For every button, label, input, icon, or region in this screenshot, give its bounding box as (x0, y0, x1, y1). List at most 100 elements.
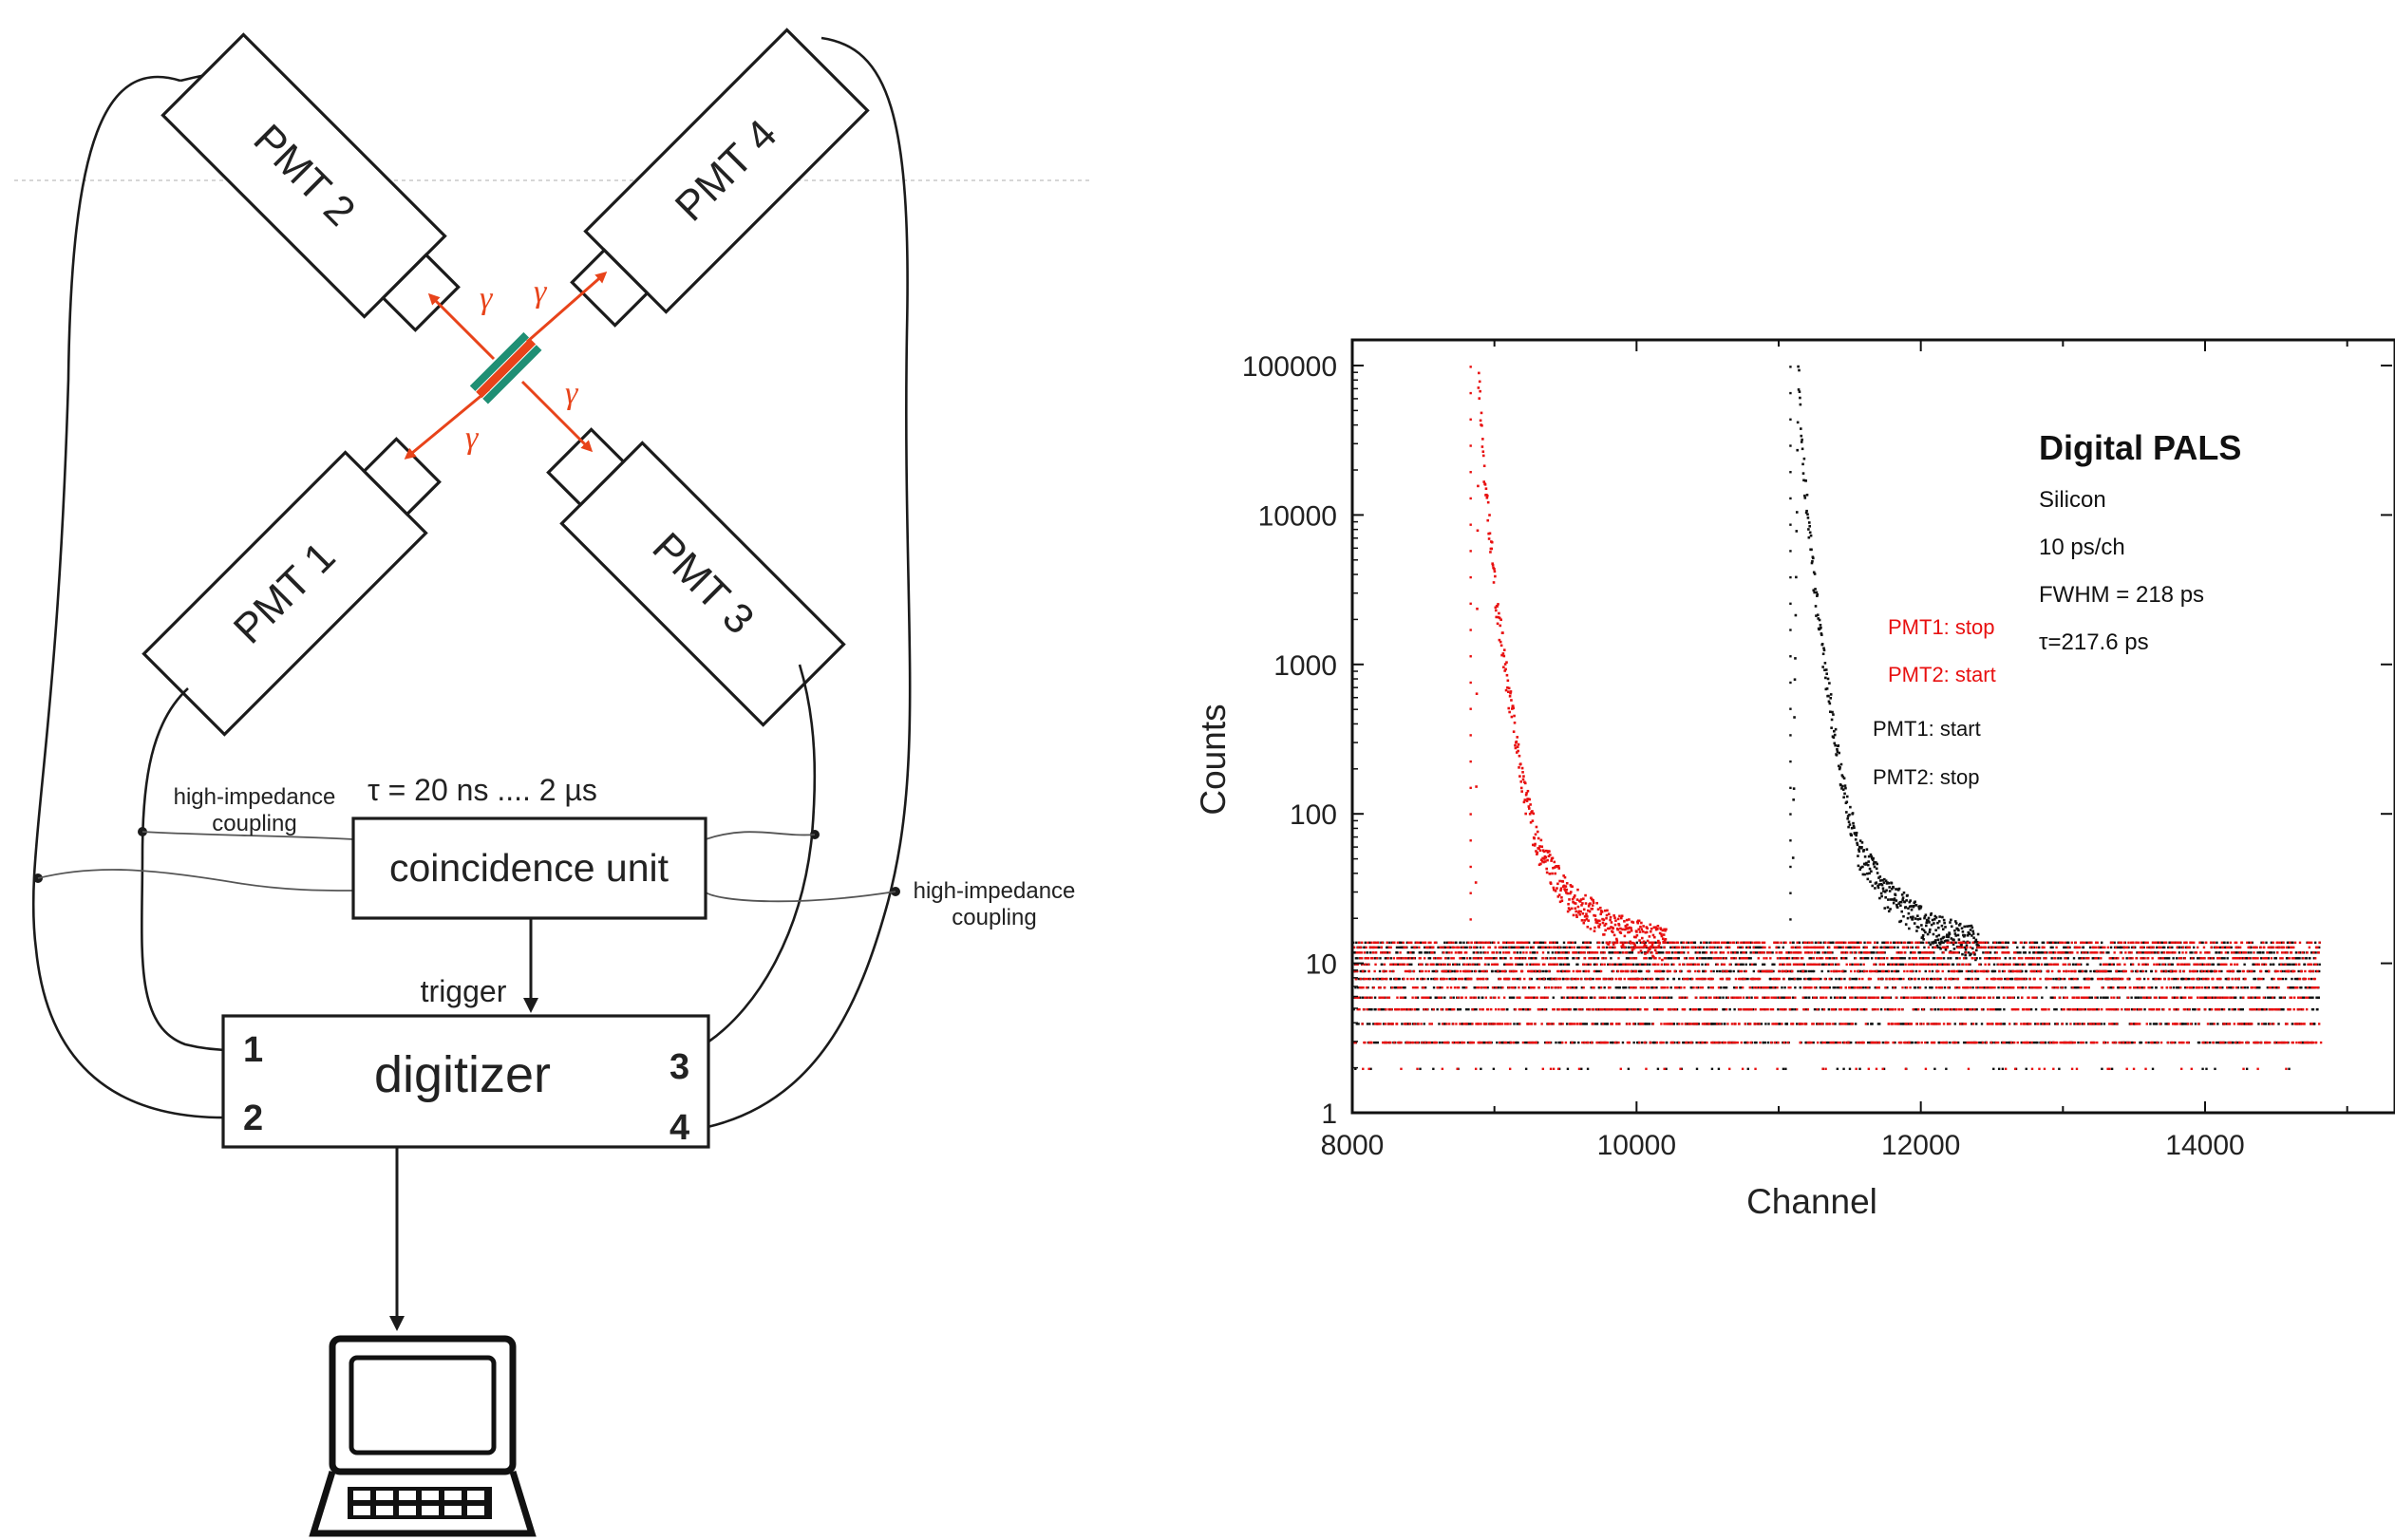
scatter-point (2134, 946, 2137, 949)
scatter-point (1369, 957, 1373, 960)
scatter-point (1410, 957, 1414, 960)
scatter-point (1999, 941, 2002, 944)
scatter-point (1482, 986, 1486, 989)
scatter-point (1427, 946, 1430, 949)
scatter-point (1519, 963, 1522, 966)
scatter-point (1774, 986, 1777, 989)
scatter-point (1385, 1007, 1387, 1011)
scatter-point (1940, 941, 1944, 944)
scatter-point (1705, 1023, 1708, 1025)
scatter-point (2077, 1041, 2080, 1044)
scatter-point (2264, 969, 2268, 973)
scatter-point (2019, 951, 2022, 954)
scatter-point (1566, 892, 1569, 895)
scatter-point (1385, 969, 1387, 973)
scatter-point (1451, 977, 1454, 981)
scatter-point (1805, 509, 1808, 513)
scatter-point (2226, 951, 2230, 954)
scatter-point (1421, 969, 1424, 973)
scatter-point (1924, 969, 1927, 973)
scatter-point (1715, 969, 1719, 973)
scatter-point (1732, 986, 1736, 989)
scatter-point (2240, 1007, 2243, 1011)
scatter-point (1489, 957, 1492, 960)
scatter-point (1910, 1041, 1913, 1044)
scatter-point (1492, 951, 1496, 954)
scatter-point (1994, 946, 1997, 949)
scatter-point (1524, 812, 1527, 816)
scatter-point (1391, 941, 1395, 944)
scatter-point (1498, 611, 1500, 615)
scatter-point (1508, 969, 1512, 973)
scatter-point (2291, 941, 2294, 944)
scatter-point (1816, 592, 1820, 596)
scatter-point (2247, 941, 2251, 944)
scatter-point (2103, 1023, 2106, 1025)
scatter-point (2091, 1023, 2094, 1025)
scatter-point (1360, 941, 1364, 944)
scatter-point (1913, 922, 1916, 925)
scatter-point (1542, 860, 1545, 864)
scatter-point (1796, 977, 1800, 981)
scatter-point (1938, 915, 1941, 918)
scatter-point (1511, 704, 1515, 707)
scatter-point (1843, 792, 1846, 796)
scatter-point (2152, 977, 2155, 981)
scatter-point (1462, 946, 1464, 949)
scatter-point (1551, 872, 1554, 875)
scatter-point (1359, 996, 1362, 999)
scatter-point (1964, 953, 1967, 957)
scatter-point (1886, 881, 1889, 884)
scatter-point (2201, 941, 2204, 944)
scatter-point (1800, 441, 1803, 443)
scatter-point (1789, 444, 1792, 447)
scatter-point (1830, 941, 1833, 944)
scatter-point (1746, 1023, 1750, 1025)
scatter-point (1862, 986, 1865, 989)
scatter-point (1546, 1041, 1549, 1044)
scatter-point (1877, 876, 1880, 879)
scatter-point (1419, 963, 1422, 966)
scatter-point (1500, 1007, 1503, 1011)
scatter-point (1921, 941, 1925, 944)
scatter-point (1723, 1007, 1726, 1011)
scatter-point (2020, 1041, 2023, 1044)
scatter-point (1515, 751, 1518, 754)
scatter-point (1690, 986, 1693, 989)
scatter-point (1558, 900, 1562, 904)
scatter-point (1460, 951, 1462, 954)
scatter-point (1967, 951, 1971, 954)
scatter-point (1536, 951, 1538, 954)
scatter-point (2136, 951, 2139, 954)
scatter-point (2209, 1023, 2212, 1025)
scatter-point (2071, 977, 2074, 981)
scatter-point (1842, 969, 1845, 973)
scatter-point (1828, 986, 1831, 989)
scatter-point (1989, 951, 1992, 954)
scatter-point (1672, 1023, 1676, 1025)
scatter-point (1834, 743, 1837, 747)
scatter-point (1455, 1023, 1458, 1025)
scatter-point (1565, 888, 1569, 892)
trigger-label: trigger (421, 974, 507, 1008)
coupling-wire-left-upper (141, 831, 354, 840)
scatter-point (2226, 957, 2229, 960)
scatter-point (1645, 946, 1648, 949)
scatter-point (1551, 977, 1554, 981)
scatter-point (1760, 1023, 1763, 1025)
scatter-point (1373, 1023, 1377, 1025)
scatter-point (1364, 969, 1367, 973)
scatter-point (1476, 607, 1479, 610)
scatter-point (1521, 1041, 1525, 1044)
scatter-point (1367, 969, 1371, 973)
scatter-point (1438, 1041, 1442, 1044)
scatter-point (1353, 969, 1356, 973)
scatter-point (1847, 825, 1850, 829)
scatter-point (1744, 969, 1746, 973)
scatter-point (1529, 820, 1533, 824)
scatter-point (1624, 963, 1628, 966)
scatter-point (1725, 986, 1728, 989)
scatter-point (2110, 957, 2114, 960)
scatter-point (2045, 986, 2048, 989)
scatter-point (2298, 951, 2302, 954)
